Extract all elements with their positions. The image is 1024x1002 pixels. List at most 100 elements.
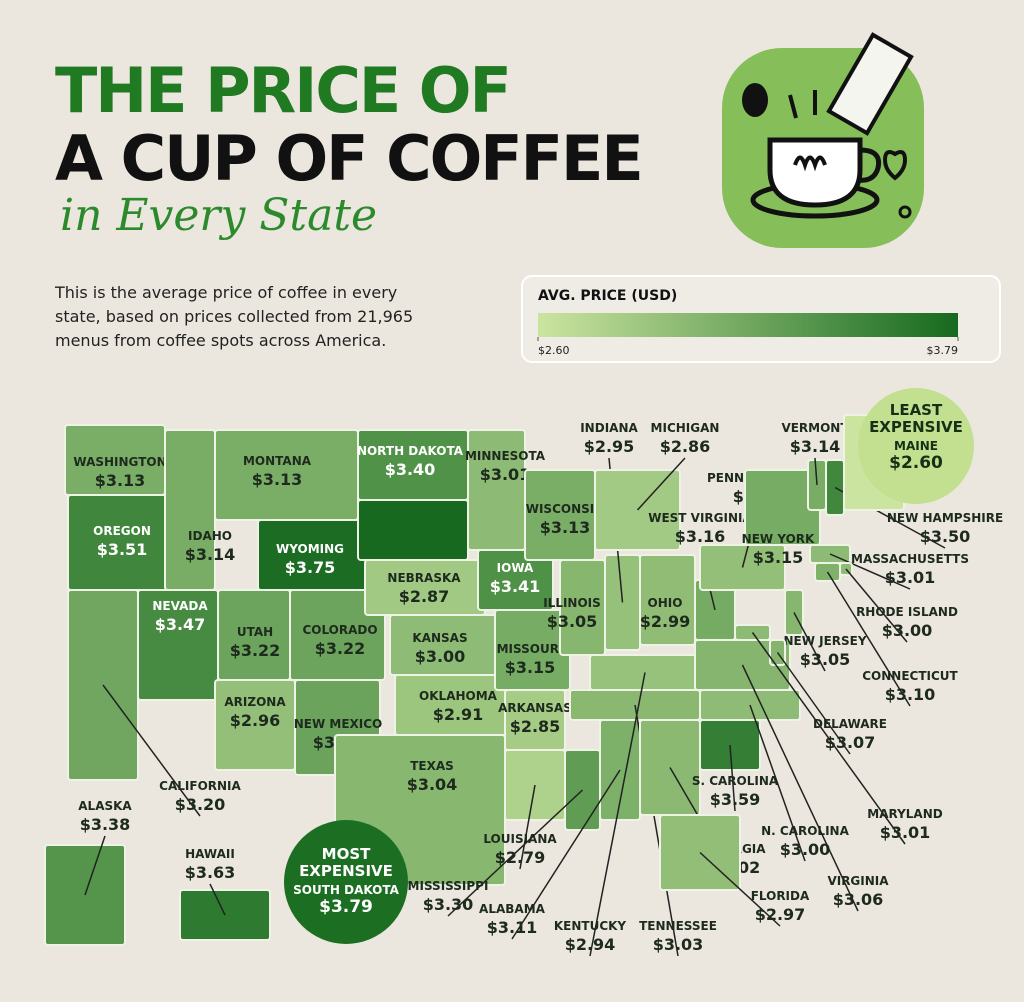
state-name: NEW MEXICO (294, 717, 383, 731)
state-price: $2.97 (755, 905, 806, 924)
state-name: NORTH DAKOTA (357, 444, 464, 458)
state-name: VERMONT (781, 421, 849, 435)
state-price: $3.13 (95, 471, 146, 490)
state (357, 499, 469, 561)
state-name: WASHINGTON (73, 455, 166, 469)
state-price: $2.85 (510, 717, 561, 736)
state-price: $2.91 (433, 705, 484, 724)
state-name: OHIO (648, 596, 683, 610)
state-price: $3.59 (710, 790, 761, 809)
state-price: $3.01 (880, 823, 931, 842)
state-price: $3.15 (753, 548, 804, 567)
state-price: $3.79 (319, 897, 373, 917)
state-price: $3.13 (252, 470, 303, 489)
state-name: COLORADO (302, 623, 377, 637)
state-name: TEXAS (410, 759, 454, 773)
state-price: $3.00 (415, 647, 466, 666)
state-price: $3.05 (800, 650, 851, 669)
subtitle: in Every State (60, 190, 377, 241)
state-name: CONNECTICUT (862, 669, 958, 683)
leader-line (636, 457, 686, 511)
state-price: $3.04 (407, 775, 458, 794)
state-price: $2.87 (399, 587, 450, 606)
leader-line (102, 684, 201, 817)
state (164, 429, 216, 591)
state-name: INDIANA (580, 421, 638, 435)
leader-line (751, 632, 906, 845)
state-name: OREGON (93, 524, 151, 538)
description-line: menus from coffee spots across America. (55, 331, 386, 350)
state-price: $2.95 (584, 437, 635, 456)
leader-line (84, 835, 106, 896)
state-price: $3.30 (423, 895, 474, 914)
state-name: MAINE (894, 439, 938, 453)
state-price: $3.11 (487, 918, 538, 937)
leader-line (741, 664, 859, 912)
state-name: LOUISIANA (483, 832, 557, 846)
state (389, 614, 501, 676)
state-name: S. CAROLINA (692, 774, 779, 788)
coffee-icon (722, 32, 924, 248)
state-price: $3.41 (490, 577, 541, 596)
description-line: state, based on prices collected from 21… (55, 307, 413, 326)
state-price: $3.00 (780, 840, 831, 859)
state-name: WYOMING (276, 542, 344, 556)
state-price: $3.00 (882, 621, 933, 640)
leader-line (845, 568, 908, 643)
state-name: MONTANA (243, 454, 312, 468)
map: WASHINGTON $3.13 OREGON $3.51 CALIFORNIA $3.2… (44, 414, 1003, 957)
state-name: HAWAII (185, 847, 235, 861)
leader-line (793, 612, 826, 672)
leader-line (589, 672, 646, 957)
state-name: FLORIDA (751, 889, 810, 903)
state-price: $3.01 (480, 465, 531, 484)
state-price: $3.63 (185, 863, 236, 882)
state-price: $3.06 (833, 890, 884, 909)
state-price: $3.03 (653, 935, 704, 954)
color-bar (538, 313, 958, 337)
state-price: $3.05 (547, 612, 598, 631)
state-name: NEVADA (152, 599, 208, 613)
legend-tick-label: $2.60 (538, 344, 570, 357)
state-name: MINNESOTA (465, 449, 546, 463)
state-price: $3.22 (230, 641, 281, 660)
state-price: $3.51 (97, 540, 148, 559)
leader-line (209, 883, 226, 916)
state-price: $2.94 (565, 935, 616, 954)
state (467, 429, 526, 551)
state-name: RHODE ISLAND (856, 605, 958, 619)
state-name: ILLINOIS (543, 596, 601, 610)
state-name: KENTUCKY (554, 919, 627, 933)
callout-heading: LEAST EXPENSIVE (869, 401, 963, 436)
state-name: OKLAHOMA (419, 689, 498, 703)
leader-line (814, 457, 818, 486)
state-price: $3.14 (790, 437, 841, 456)
state-name: N. CAROLINA (761, 824, 849, 838)
state-name: MISSISSIPPI (408, 879, 489, 893)
leader-line (447, 789, 584, 917)
state-price: $3.20 (175, 795, 226, 814)
state-price: $2.86 (660, 437, 711, 456)
least-expensive-callout: LEAST EXPENSIVE MAINE $2.60 (858, 388, 974, 504)
legend-title: AVG. PRICE (USD) (538, 288, 677, 304)
leader-line (749, 704, 806, 862)
state-name: SOUTH DAKOTA (293, 883, 399, 897)
leader-line (829, 553, 911, 590)
state-price: $2.99 (640, 612, 691, 631)
state-price: $3.16 (675, 527, 726, 546)
state-name: WEST VIRGINIA (648, 511, 752, 525)
state-name: CALIFORNIA (159, 779, 241, 793)
leader-line (699, 851, 781, 927)
state-name: UTAH (237, 625, 273, 639)
state-name: VIRGINIA (827, 874, 889, 888)
state-name: TENNESSEE (639, 919, 717, 933)
state-price: $3.07 (825, 733, 876, 752)
state-price: $3.75 (285, 558, 336, 577)
state-price: $3.10 (885, 685, 936, 704)
state-name: ALASKA (78, 799, 132, 813)
state-price: $2.96 (230, 711, 281, 730)
state-price: $3.50 (920, 527, 971, 546)
state-price: $3.38 (80, 815, 131, 834)
